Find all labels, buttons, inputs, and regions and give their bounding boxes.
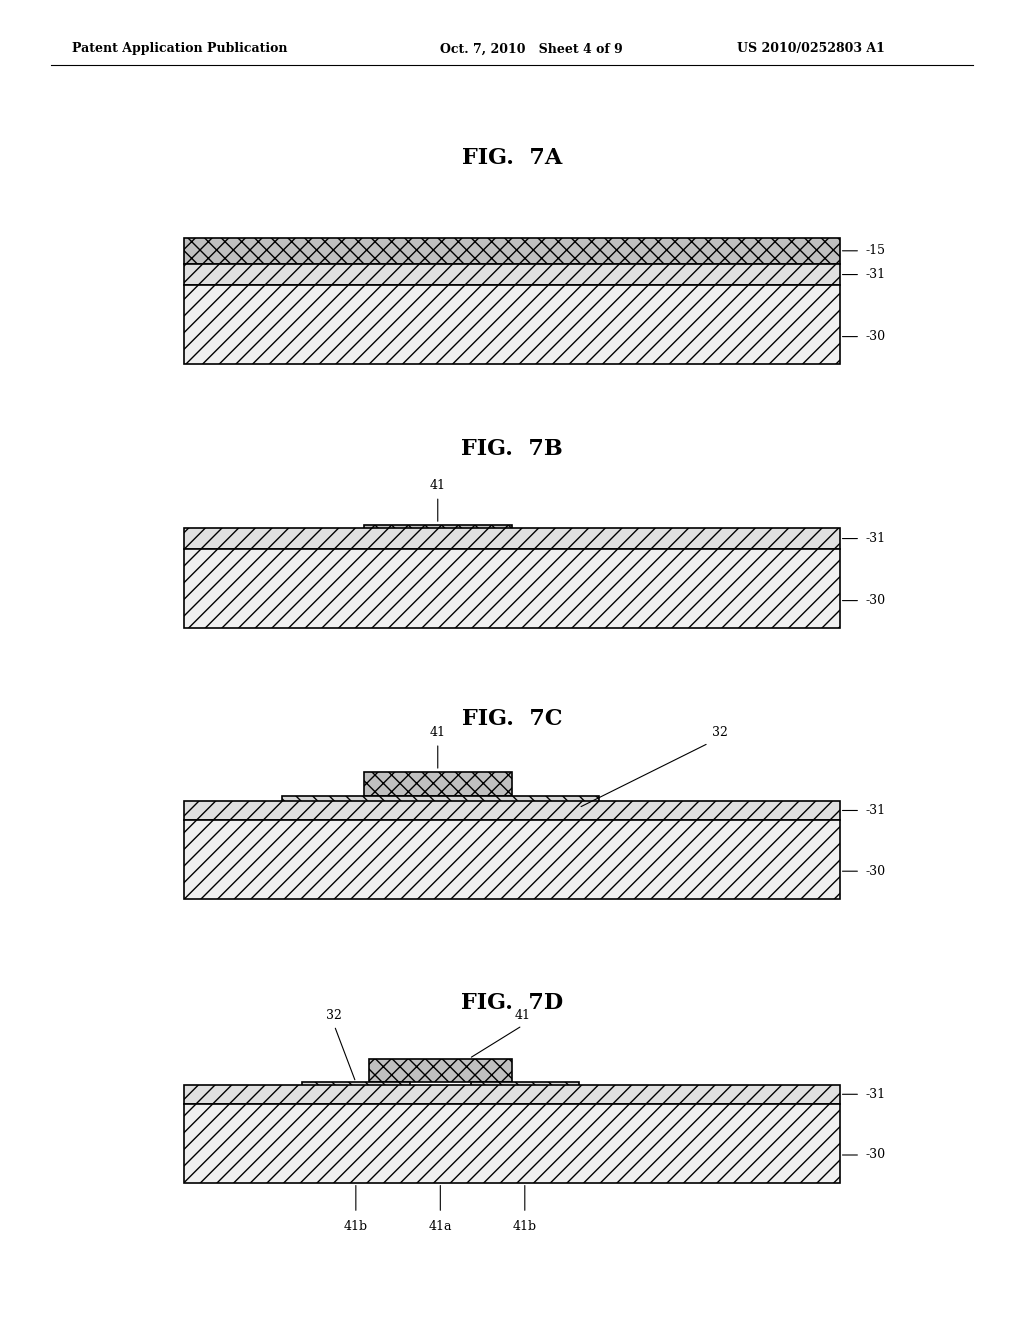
- Bar: [369, 1059, 512, 1082]
- Bar: [364, 525, 512, 549]
- Text: FIG.  7B: FIG. 7B: [461, 438, 563, 459]
- Bar: [364, 772, 512, 796]
- Text: -30: -30: [865, 1148, 886, 1162]
- Bar: [471, 1082, 579, 1104]
- Bar: [184, 238, 840, 264]
- Text: -31: -31: [865, 532, 886, 545]
- Bar: [302, 1082, 410, 1104]
- Text: 32: 32: [712, 726, 728, 739]
- Text: 41: 41: [514, 1008, 530, 1022]
- Bar: [184, 264, 840, 285]
- Bar: [184, 1085, 840, 1104]
- Bar: [184, 549, 840, 628]
- Text: Patent Application Publication: Patent Application Publication: [72, 42, 287, 55]
- Text: -30: -30: [865, 330, 886, 343]
- Text: FIG.  7A: FIG. 7A: [462, 148, 562, 169]
- Text: US 2010/0252803 A1: US 2010/0252803 A1: [737, 42, 885, 55]
- Text: 32: 32: [327, 1008, 342, 1022]
- Text: -15: -15: [865, 244, 886, 257]
- Text: FIG.  7C: FIG. 7C: [462, 709, 562, 730]
- Text: -30: -30: [865, 865, 886, 878]
- Text: -30: -30: [865, 594, 886, 607]
- Text: 41b: 41b: [513, 1220, 537, 1233]
- Text: -31: -31: [865, 268, 886, 281]
- Text: 41: 41: [430, 726, 445, 739]
- Text: 41: 41: [430, 479, 445, 492]
- Text: 41a: 41a: [429, 1220, 452, 1233]
- Text: FIG.  7D: FIG. 7D: [461, 993, 563, 1014]
- Text: -31: -31: [865, 1088, 886, 1101]
- Text: 41b: 41b: [344, 1220, 368, 1233]
- Bar: [184, 1104, 840, 1183]
- Bar: [282, 796, 599, 820]
- Bar: [184, 801, 840, 820]
- Text: Oct. 7, 2010   Sheet 4 of 9: Oct. 7, 2010 Sheet 4 of 9: [440, 42, 623, 55]
- Bar: [184, 285, 840, 364]
- Text: -31: -31: [865, 804, 886, 817]
- Bar: [184, 528, 840, 549]
- Bar: [184, 820, 840, 899]
